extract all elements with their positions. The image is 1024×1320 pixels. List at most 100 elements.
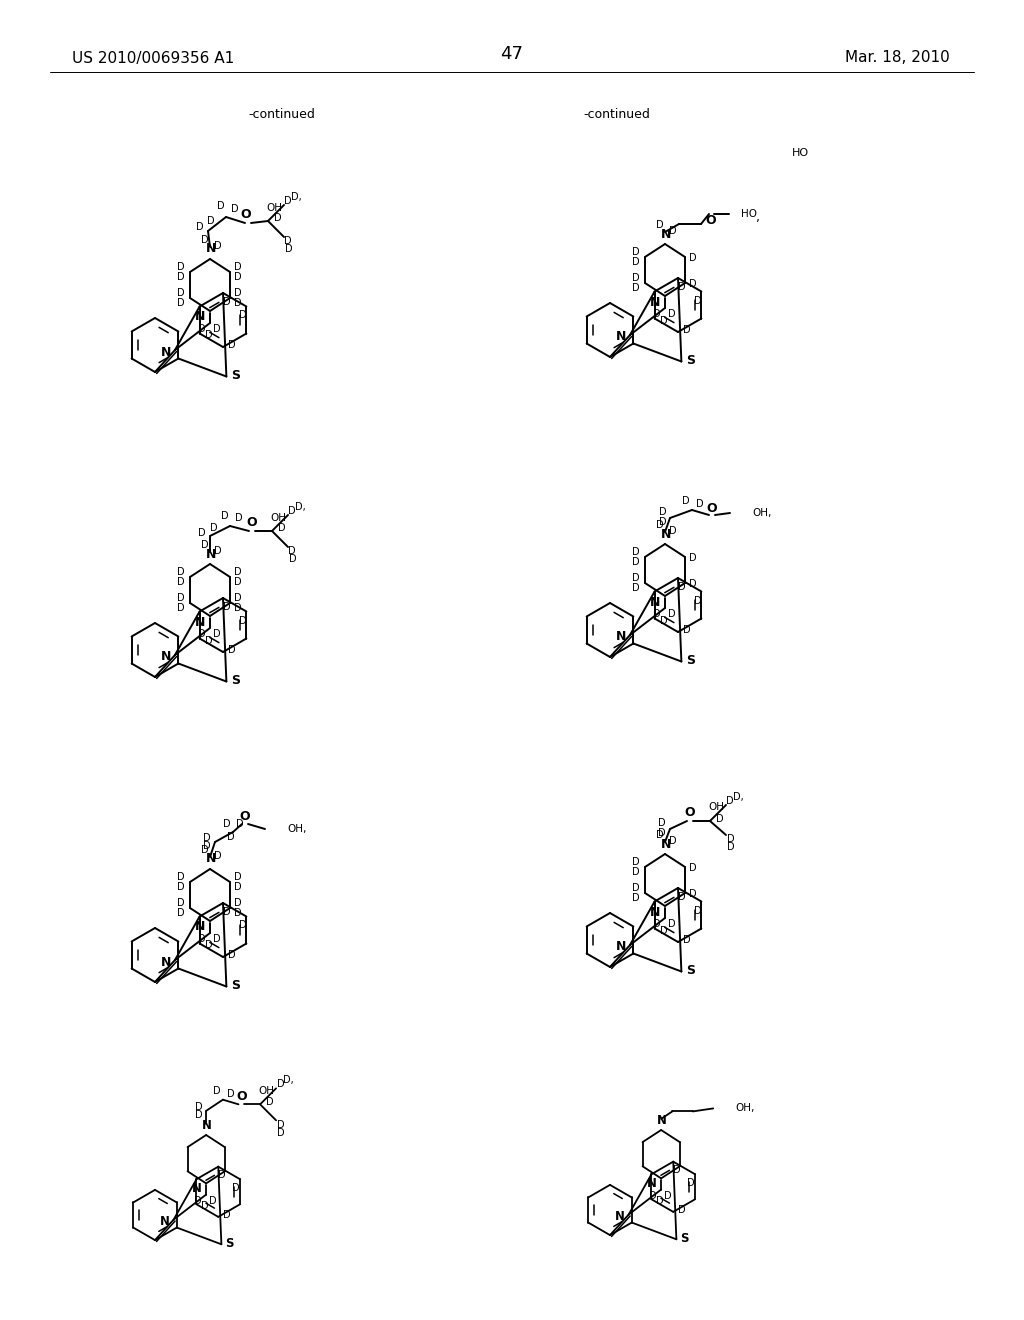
Text: D: D	[177, 593, 184, 603]
Text: D: D	[177, 603, 184, 612]
Text: D: D	[234, 898, 242, 908]
Text: D: D	[199, 528, 206, 539]
Text: D: D	[689, 279, 696, 289]
Text: D: D	[234, 873, 242, 882]
Text: D: D	[632, 273, 640, 282]
Text: D: D	[213, 323, 221, 334]
Text: D: D	[239, 615, 246, 626]
Text: D: D	[177, 272, 184, 282]
Text: D: D	[177, 568, 184, 577]
Text: D: D	[213, 630, 221, 639]
Text: D: D	[223, 1210, 230, 1220]
Text: D: D	[659, 507, 667, 517]
Text: D: D	[678, 1205, 685, 1214]
Text: D: D	[177, 898, 184, 908]
Text: D: D	[674, 1166, 681, 1175]
Text: D: D	[213, 935, 221, 944]
Text: D: D	[659, 615, 668, 626]
Text: -continued: -continued	[248, 108, 314, 121]
Text: OH: OH	[270, 513, 286, 523]
Text: D: D	[727, 842, 735, 851]
Text: D: D	[632, 257, 640, 267]
Text: N: N	[615, 1210, 625, 1224]
Text: N: N	[161, 346, 171, 359]
Text: D: D	[689, 553, 696, 564]
Text: D: D	[199, 630, 206, 639]
Text: S: S	[225, 1237, 234, 1250]
Text: D: D	[656, 220, 664, 230]
Text: D: D	[683, 935, 691, 945]
Text: O: O	[685, 807, 695, 820]
Text: S: S	[230, 979, 240, 993]
Text: D: D	[659, 925, 668, 936]
Text: D: D	[658, 818, 666, 828]
Text: D: D	[227, 1089, 234, 1098]
Text: D: D	[649, 1191, 657, 1201]
Text: D: D	[213, 1085, 221, 1096]
Text: D: D	[683, 624, 691, 635]
Text: D: D	[274, 213, 282, 223]
Text: D: D	[201, 845, 209, 855]
Text: N: N	[161, 956, 171, 969]
Text: D,: D,	[295, 502, 306, 512]
Text: D: D	[205, 635, 212, 645]
Text: D: D	[205, 330, 212, 341]
Text: D: D	[678, 282, 686, 292]
Text: D: D	[228, 341, 236, 350]
Text: N: N	[650, 296, 660, 309]
Text: OH,: OH,	[287, 824, 306, 834]
Text: -continued: -continued	[583, 108, 650, 121]
Text: N: N	[660, 528, 671, 540]
Text: N: N	[650, 595, 660, 609]
Text: D: D	[276, 1127, 285, 1138]
Text: S: S	[686, 653, 695, 667]
Text: N: N	[650, 906, 660, 919]
Text: OH,: OH,	[735, 1104, 755, 1113]
Text: D: D	[276, 1078, 284, 1089]
Text: D: D	[632, 247, 640, 257]
Text: D: D	[234, 261, 242, 272]
Text: D: D	[214, 546, 222, 556]
Text: D: D	[223, 602, 230, 612]
Text: D: D	[689, 579, 696, 589]
Text: D: D	[653, 309, 660, 319]
Text: D: D	[289, 506, 296, 516]
Text: D: D	[669, 919, 676, 929]
Text: S: S	[681, 1232, 689, 1245]
Text: D: D	[696, 499, 703, 510]
Text: N: N	[647, 1177, 656, 1191]
Text: D: D	[289, 554, 296, 565]
Text: S: S	[686, 354, 695, 367]
Text: D: D	[693, 595, 701, 606]
Text: OH,: OH,	[752, 508, 771, 517]
Text: N: N	[206, 853, 216, 866]
Text: D: D	[199, 323, 206, 334]
Text: D: D	[632, 546, 640, 557]
Text: D: D	[177, 298, 184, 308]
Text: HO: HO	[741, 209, 757, 219]
Text: D: D	[670, 226, 677, 236]
Text: D: D	[632, 857, 640, 867]
Text: D: D	[203, 833, 211, 843]
Text: N: N	[660, 227, 671, 240]
Text: N: N	[657, 1114, 667, 1127]
Text: D: D	[659, 517, 667, 527]
Text: HO: HO	[792, 148, 809, 158]
Text: D: D	[693, 296, 701, 305]
Text: ,: ,	[756, 210, 760, 223]
Text: N: N	[195, 920, 205, 933]
Text: D: D	[228, 950, 236, 960]
Text: D: D	[658, 828, 666, 838]
Text: D: D	[234, 298, 242, 308]
Text: N: N	[615, 631, 627, 644]
Text: D: D	[683, 325, 691, 335]
Text: D: D	[670, 525, 677, 536]
Text: D: D	[285, 244, 292, 255]
Text: D: D	[727, 834, 734, 843]
Text: D: D	[234, 882, 242, 892]
Text: D: D	[689, 888, 696, 899]
Text: D: D	[659, 315, 668, 326]
Text: D: D	[228, 645, 236, 655]
Text: D: D	[726, 796, 734, 805]
Text: D: D	[232, 1183, 240, 1192]
